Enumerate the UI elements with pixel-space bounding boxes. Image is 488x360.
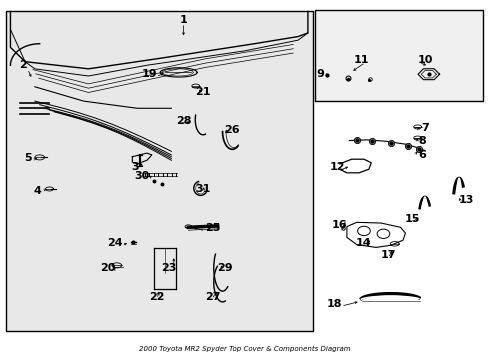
Text: 9: 9 <box>316 69 324 79</box>
Text: 12: 12 <box>329 162 344 172</box>
Text: 6: 6 <box>418 150 426 160</box>
Text: 2000 Toyota MR2 Spyder Top Cover & Components Diagram: 2000 Toyota MR2 Spyder Top Cover & Compo… <box>139 346 349 352</box>
Text: 11: 11 <box>353 55 368 65</box>
Text: 7: 7 <box>420 123 428 133</box>
Text: 29: 29 <box>217 263 232 273</box>
Text: 28: 28 <box>176 116 191 126</box>
Text: 16: 16 <box>331 220 346 230</box>
Text: 15: 15 <box>404 215 420 224</box>
Text: 20: 20 <box>100 263 116 273</box>
Bar <box>5 12 312 330</box>
Text: 13: 13 <box>458 195 473 205</box>
Text: 30: 30 <box>134 171 149 181</box>
Text: 18: 18 <box>326 299 342 309</box>
Text: 23: 23 <box>161 263 176 273</box>
Text: 3: 3 <box>131 162 138 172</box>
Text: 17: 17 <box>380 250 395 260</box>
Bar <box>315 10 483 101</box>
Text: 14: 14 <box>355 238 371 248</box>
Text: 22: 22 <box>149 292 164 302</box>
Text: 31: 31 <box>195 184 210 194</box>
Text: 21: 21 <box>195 87 210 97</box>
Text: 26: 26 <box>224 125 240 135</box>
Text: 8: 8 <box>418 136 426 145</box>
Text: 4: 4 <box>33 186 41 196</box>
Text: 5: 5 <box>23 153 31 163</box>
Text: 19: 19 <box>142 69 157 79</box>
Text: 10: 10 <box>416 55 432 65</box>
Text: 1: 1 <box>179 15 187 26</box>
Text: 25: 25 <box>204 224 220 233</box>
Text: 27: 27 <box>204 292 220 302</box>
Text: 2: 2 <box>19 60 26 70</box>
Text: 24: 24 <box>107 238 123 248</box>
